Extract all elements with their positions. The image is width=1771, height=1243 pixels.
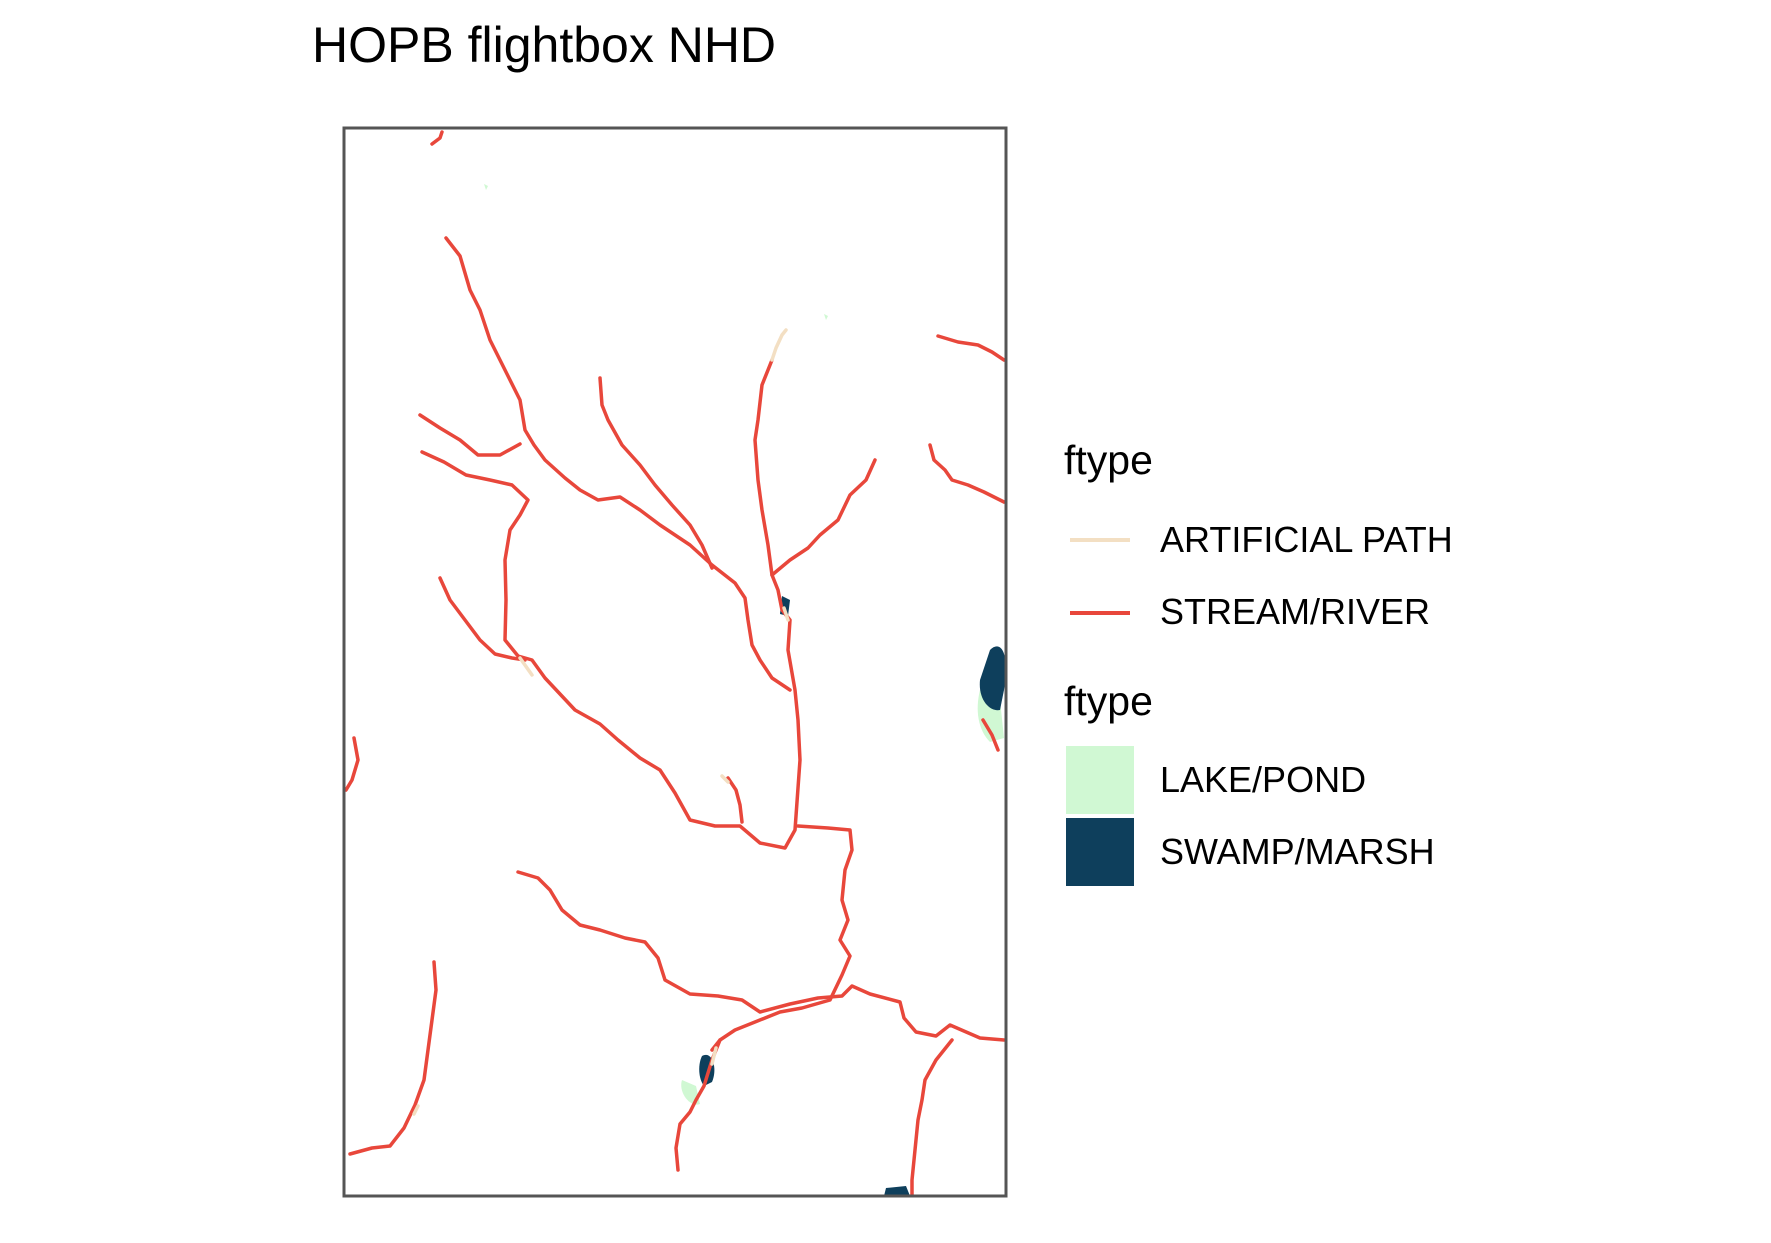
stream-i <box>936 334 1006 362</box>
stream-d <box>598 376 714 570</box>
legend-key-lake-pond <box>1066 746 1134 814</box>
stream-q <box>726 776 744 824</box>
lake-north-small <box>484 184 488 190</box>
stream-a <box>444 236 792 692</box>
stream-m <box>344 736 360 792</box>
lake-north-tiny <box>824 314 828 320</box>
stream-n <box>348 960 438 1156</box>
legend-key-stream-river <box>1070 611 1130 615</box>
stream-b <box>418 413 522 457</box>
legend-key-artificial-path <box>1070 538 1130 542</box>
stream-h <box>516 870 1006 1042</box>
legend-key-swamp-marsh <box>1066 818 1134 886</box>
swamp-east <box>979 646 1006 711</box>
stream-f <box>438 576 527 662</box>
legend-label-artificial-path: ARTIFICIAL PATH <box>1160 519 1453 560</box>
legend-title-flowlines: ftype <box>1064 437 1153 483</box>
flowline-layer <box>344 130 1006 1196</box>
map-title: HOPB flightbox NHD <box>312 17 777 73</box>
artificial-southwest <box>412 1104 420 1116</box>
artificial-north <box>770 328 788 362</box>
artificial-south <box>710 1046 718 1066</box>
waterbody-layer <box>484 184 1006 1196</box>
stream-g <box>710 824 854 1052</box>
stream-l <box>430 130 444 146</box>
stream-p <box>910 1038 954 1196</box>
artificial-small <box>720 774 730 784</box>
map-panel-border <box>342 126 1008 1198</box>
legend-label-swamp-marsh: SWAMP/MARSH <box>1160 831 1435 872</box>
stream-e <box>770 458 877 577</box>
legend-label-lake-pond: LAKE/POND <box>1160 759 1367 800</box>
swamp-bottom <box>884 1186 910 1196</box>
artificial-west <box>518 656 534 677</box>
stream-c <box>420 358 802 850</box>
legend-title-waterbodies: ftype <box>1064 678 1153 724</box>
stream-k <box>981 718 1000 752</box>
legend-label-stream-river: STREAM/RIVER <box>1160 591 1431 632</box>
artificial-center <box>782 606 790 622</box>
map-features <box>344 130 1006 1196</box>
stream-j <box>928 443 1006 504</box>
